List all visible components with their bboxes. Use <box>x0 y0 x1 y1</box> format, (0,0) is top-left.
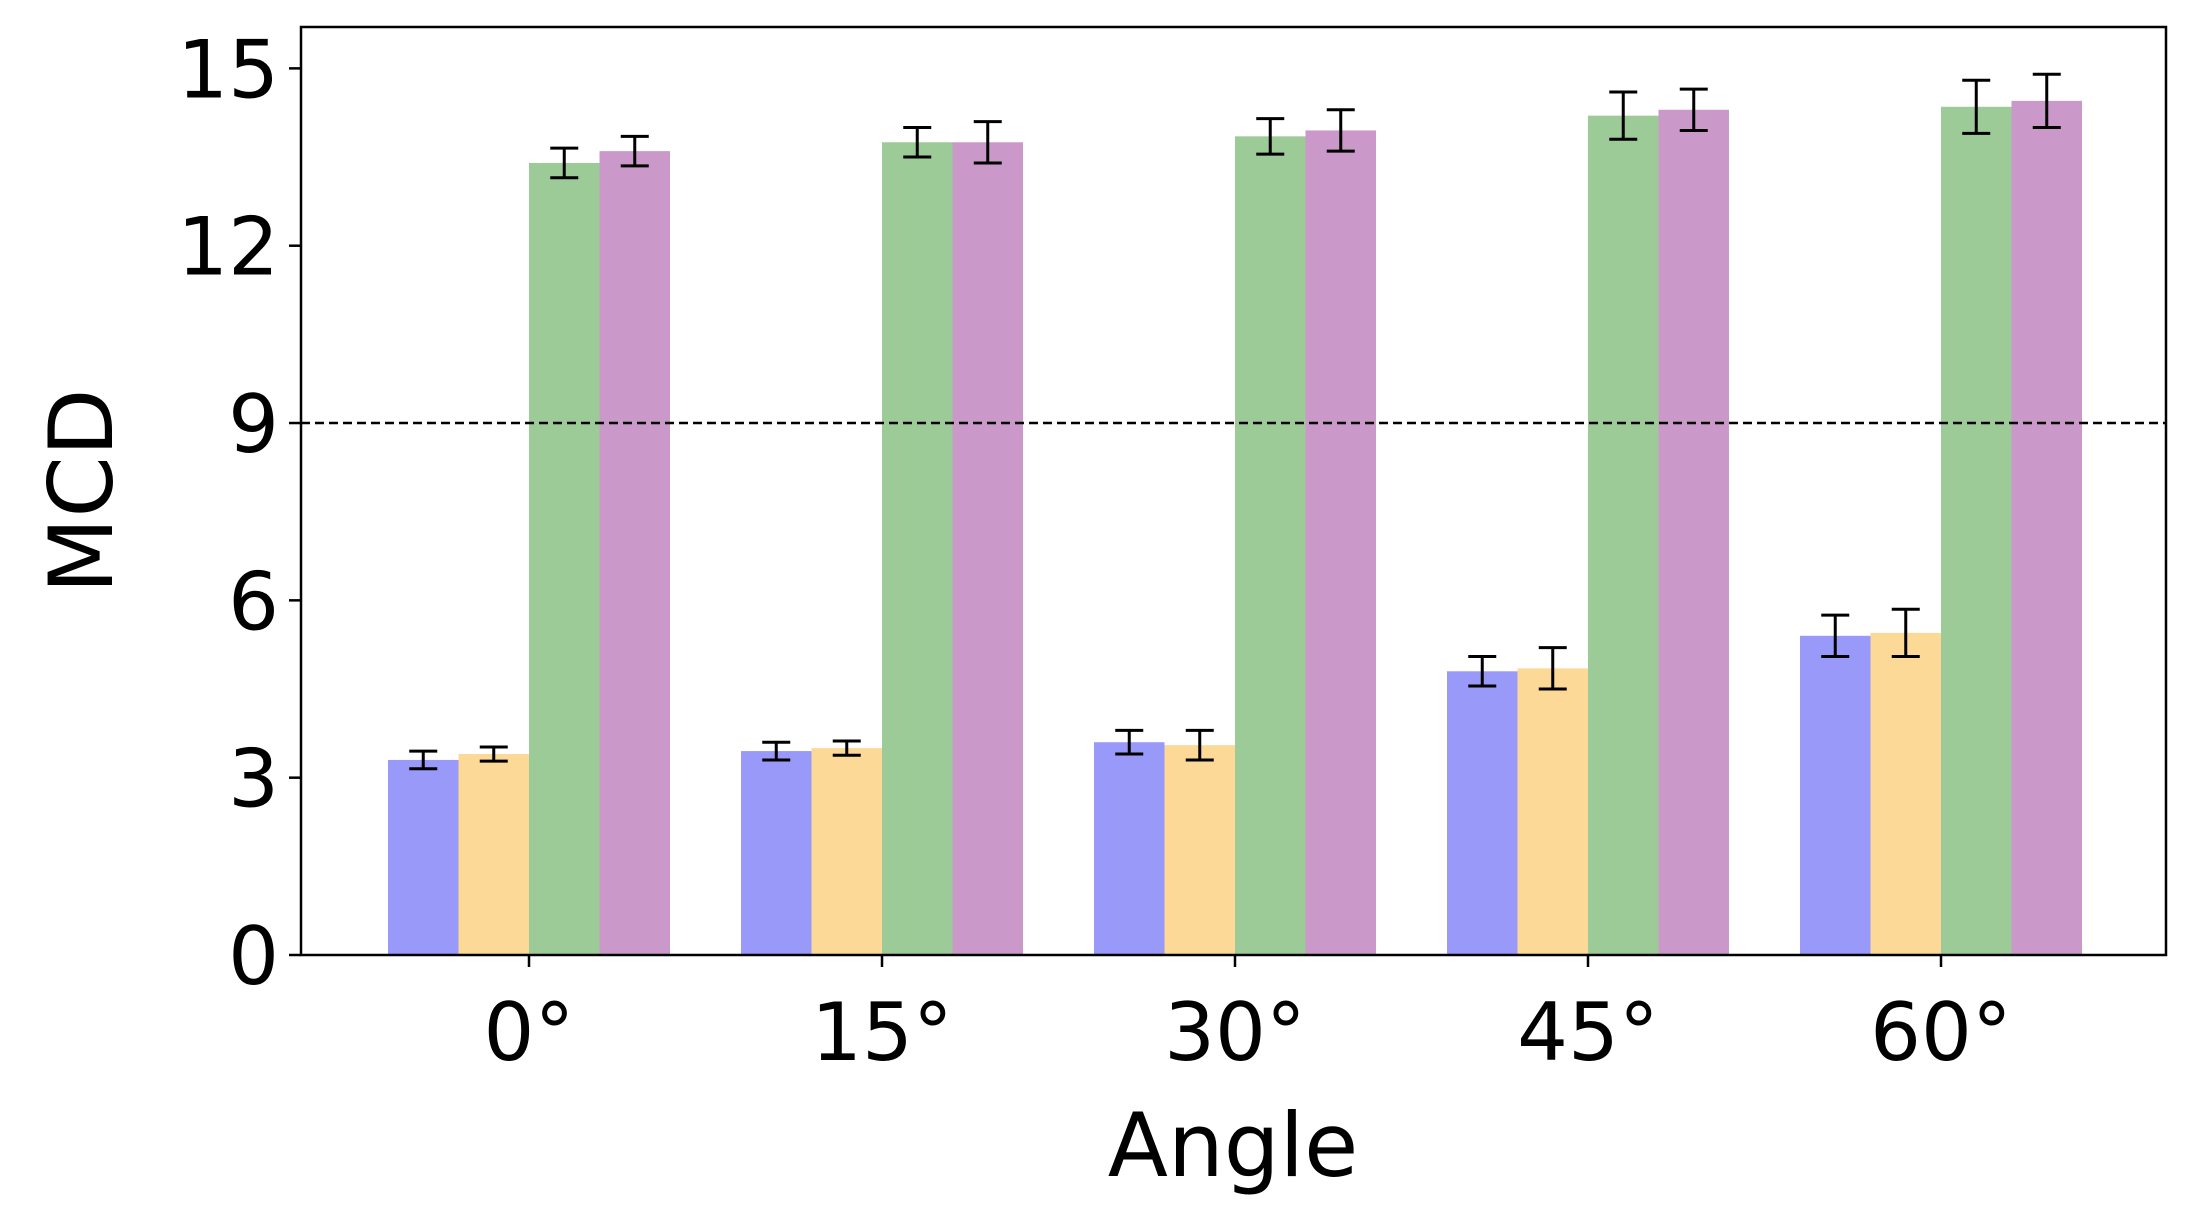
bar-series-4-cat-0 <box>599 151 670 956</box>
bar-series-3-cat-2 <box>1235 136 1306 955</box>
bar-series-3-cat-4 <box>1941 106 2012 955</box>
x-axis: 0° 15° 30° 45° 60° <box>484 955 2012 1079</box>
bar-series-4-cat-1 <box>952 142 1023 956</box>
bar-series-2-cat-1 <box>811 748 882 955</box>
y-tick-label-15: 15 <box>177 23 279 116</box>
x-tick-label-1: 15° <box>811 986 953 1079</box>
y-axis: 0 3 6 9 12 15 <box>177 23 301 1003</box>
y-tick-label-0: 0 <box>228 910 279 1003</box>
x-tick-label-0: 0° <box>484 986 575 1079</box>
y-tick-label-3: 3 <box>228 733 279 826</box>
bar-series-3-cat-3 <box>1588 115 1659 956</box>
bar-series-3-cat-1 <box>882 142 953 956</box>
errorbars-layer <box>409 72 2061 771</box>
bars-layer <box>388 100 2082 956</box>
bar-series-2-cat-4 <box>1870 632 1941 955</box>
bar-series-1-cat-3 <box>1447 671 1518 955</box>
bar-series-4-cat-4 <box>2011 100 2082 955</box>
x-tick-label-3: 45° <box>1517 986 1659 1079</box>
bar-series-3-cat-0 <box>529 162 600 956</box>
bar-series-4-cat-3 <box>1658 109 1729 956</box>
bar-series-1-cat-0 <box>388 759 459 955</box>
y-axis-title: MCD <box>30 388 133 593</box>
x-tick-label-2: 30° <box>1164 986 1306 1079</box>
bar-series-1-cat-4 <box>1800 635 1871 955</box>
bar-series-4-cat-2 <box>1305 130 1376 956</box>
bar-series-2-cat-0 <box>458 754 529 955</box>
bar-series-1-cat-1 <box>741 751 812 955</box>
bar-series-1-cat-2 <box>1094 742 1165 955</box>
y-tick-label-12: 12 <box>177 201 279 294</box>
y-tick-label-6: 6 <box>228 555 279 648</box>
y-tick-label-9: 9 <box>228 378 279 471</box>
x-axis-title: Angle <box>1108 1094 1358 1197</box>
plot-frame <box>299 25 2168 957</box>
x-tick-label-4: 60° <box>1870 986 2012 1079</box>
bar-series-2-cat-3 <box>1517 668 1588 955</box>
bar-series-2-cat-2 <box>1164 745 1235 955</box>
